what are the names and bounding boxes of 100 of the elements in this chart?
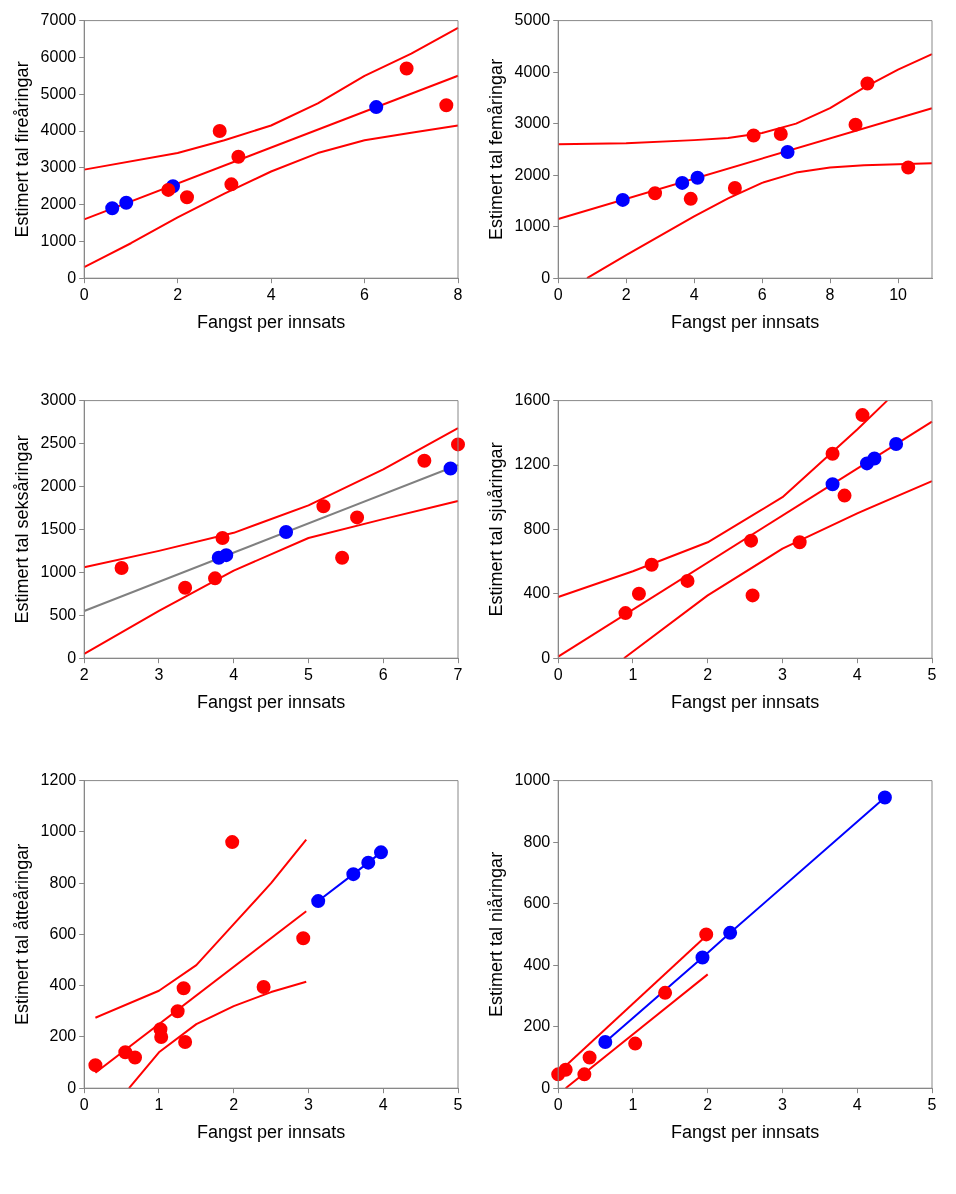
- x-tick-label: 5: [304, 666, 314, 684]
- x-tick-label: 7: [453, 666, 463, 684]
- point: [644, 557, 659, 572]
- y-tick-label: 800: [523, 519, 551, 537]
- y-axis-title: Estimert tal niåringar: [485, 851, 506, 1017]
- x-tick-label: 0: [553, 286, 563, 304]
- y-tick-label: 7000: [40, 11, 77, 29]
- point: [361, 855, 376, 870]
- y-tick-label: 0: [541, 268, 551, 286]
- point: [683, 191, 698, 206]
- point: [837, 488, 852, 503]
- point: [675, 175, 690, 190]
- x-tick-label: 0: [553, 666, 563, 684]
- y-tick-label: 400: [49, 976, 77, 994]
- y-axis-title: Estimert tal fireåringar: [11, 61, 32, 238]
- y-tick-label: 600: [523, 894, 551, 912]
- point: [631, 586, 646, 601]
- y-tick-label: 4000: [40, 121, 77, 139]
- y-tick-label: 2000: [40, 476, 77, 494]
- point: [417, 453, 432, 468]
- point: [618, 606, 633, 621]
- x-tick-label: 5: [927, 1096, 937, 1114]
- x-tick-label: 0: [79, 1096, 89, 1114]
- point: [727, 181, 742, 196]
- x-axis-title: Fangst per innsats: [671, 312, 820, 333]
- y-tick-label: 1000: [40, 562, 77, 580]
- y-tick-label: 0: [541, 1078, 551, 1096]
- y-tick-label: 3000: [40, 391, 77, 409]
- point: [178, 580, 193, 595]
- y-axis-title: Estimert tal seksåringar: [11, 435, 32, 624]
- point: [695, 950, 710, 965]
- y-tick-label: 2500: [40, 433, 77, 451]
- x-tick-label: 4: [852, 1096, 862, 1114]
- point: [439, 98, 454, 113]
- point: [723, 925, 738, 940]
- point: [615, 192, 630, 207]
- x-tick-label: 4: [689, 286, 699, 304]
- x-axis-title: Fangst per innsats: [197, 312, 346, 333]
- x-tick-label: 3: [304, 1096, 314, 1114]
- x-tick-label: 2: [703, 1096, 713, 1114]
- point: [88, 1058, 103, 1073]
- y-tick-label: 1600: [514, 391, 551, 409]
- point: [369, 100, 384, 115]
- point: [867, 451, 882, 466]
- x-tick-label: 8: [825, 286, 835, 304]
- y-tick-label: 400: [523, 584, 551, 602]
- x-tick-label: 0: [79, 286, 89, 304]
- point: [628, 1036, 643, 1051]
- point: [558, 1062, 573, 1077]
- point: [773, 126, 788, 141]
- point: [105, 201, 120, 216]
- point: [780, 144, 795, 159]
- point: [350, 510, 365, 525]
- x-tick-label: 1: [628, 1096, 638, 1114]
- point: [746, 128, 761, 143]
- point: [176, 981, 191, 996]
- y-tick-label: 1000: [514, 217, 551, 235]
- y-tick-label: 1200: [40, 771, 77, 789]
- point: [374, 845, 388, 860]
- y-tick-label: 200: [523, 1017, 551, 1035]
- point: [792, 535, 807, 550]
- y-tick-label: 5000: [514, 11, 551, 29]
- point: [399, 61, 414, 76]
- point: [128, 1050, 143, 1065]
- point: [877, 790, 892, 805]
- x-tick-label: 6: [757, 286, 767, 304]
- point: [582, 1050, 597, 1065]
- x-tick-label: 5: [453, 1096, 463, 1114]
- x-tick-label: 2: [703, 666, 713, 684]
- point: [648, 186, 663, 201]
- y-tick-label: 200: [49, 1027, 77, 1045]
- point: [889, 437, 904, 452]
- y-tick-label: 500: [49, 605, 77, 623]
- y-tick-label: 1000: [40, 822, 77, 840]
- y-tick-label: 4000: [514, 62, 551, 80]
- point: [335, 550, 350, 565]
- y-tick-label: 3000: [40, 158, 77, 176]
- point: [745, 588, 760, 603]
- y-tick-label: 800: [49, 873, 77, 891]
- x-tick-label: 4: [229, 666, 239, 684]
- y-tick-label: 1200: [514, 455, 551, 473]
- x-axis-title: Fangst per innsats: [671, 692, 820, 713]
- y-axis-title: Estimert tal femåringar: [485, 58, 506, 240]
- y-tick-label: 400: [523, 955, 551, 973]
- point: [577, 1067, 592, 1082]
- point: [658, 985, 673, 1000]
- y-tick-label: 3000: [514, 114, 551, 132]
- point: [208, 571, 223, 586]
- y-tick-label: 0: [67, 648, 77, 666]
- x-tick-label: 10: [889, 286, 908, 304]
- y-axis-title: Estimert tal sjuåringar: [485, 442, 506, 617]
- x-tick-label: 2: [229, 1096, 239, 1114]
- point: [170, 1004, 185, 1019]
- point: [855, 408, 870, 423]
- y-tick-label: 0: [541, 648, 551, 666]
- y-tick-label: 600: [49, 924, 77, 942]
- x-axis-title: Fangst per innsats: [671, 1122, 820, 1143]
- y-tick-label: 2000: [40, 195, 77, 213]
- x-tick-label: 2: [173, 286, 183, 304]
- point: [699, 927, 714, 942]
